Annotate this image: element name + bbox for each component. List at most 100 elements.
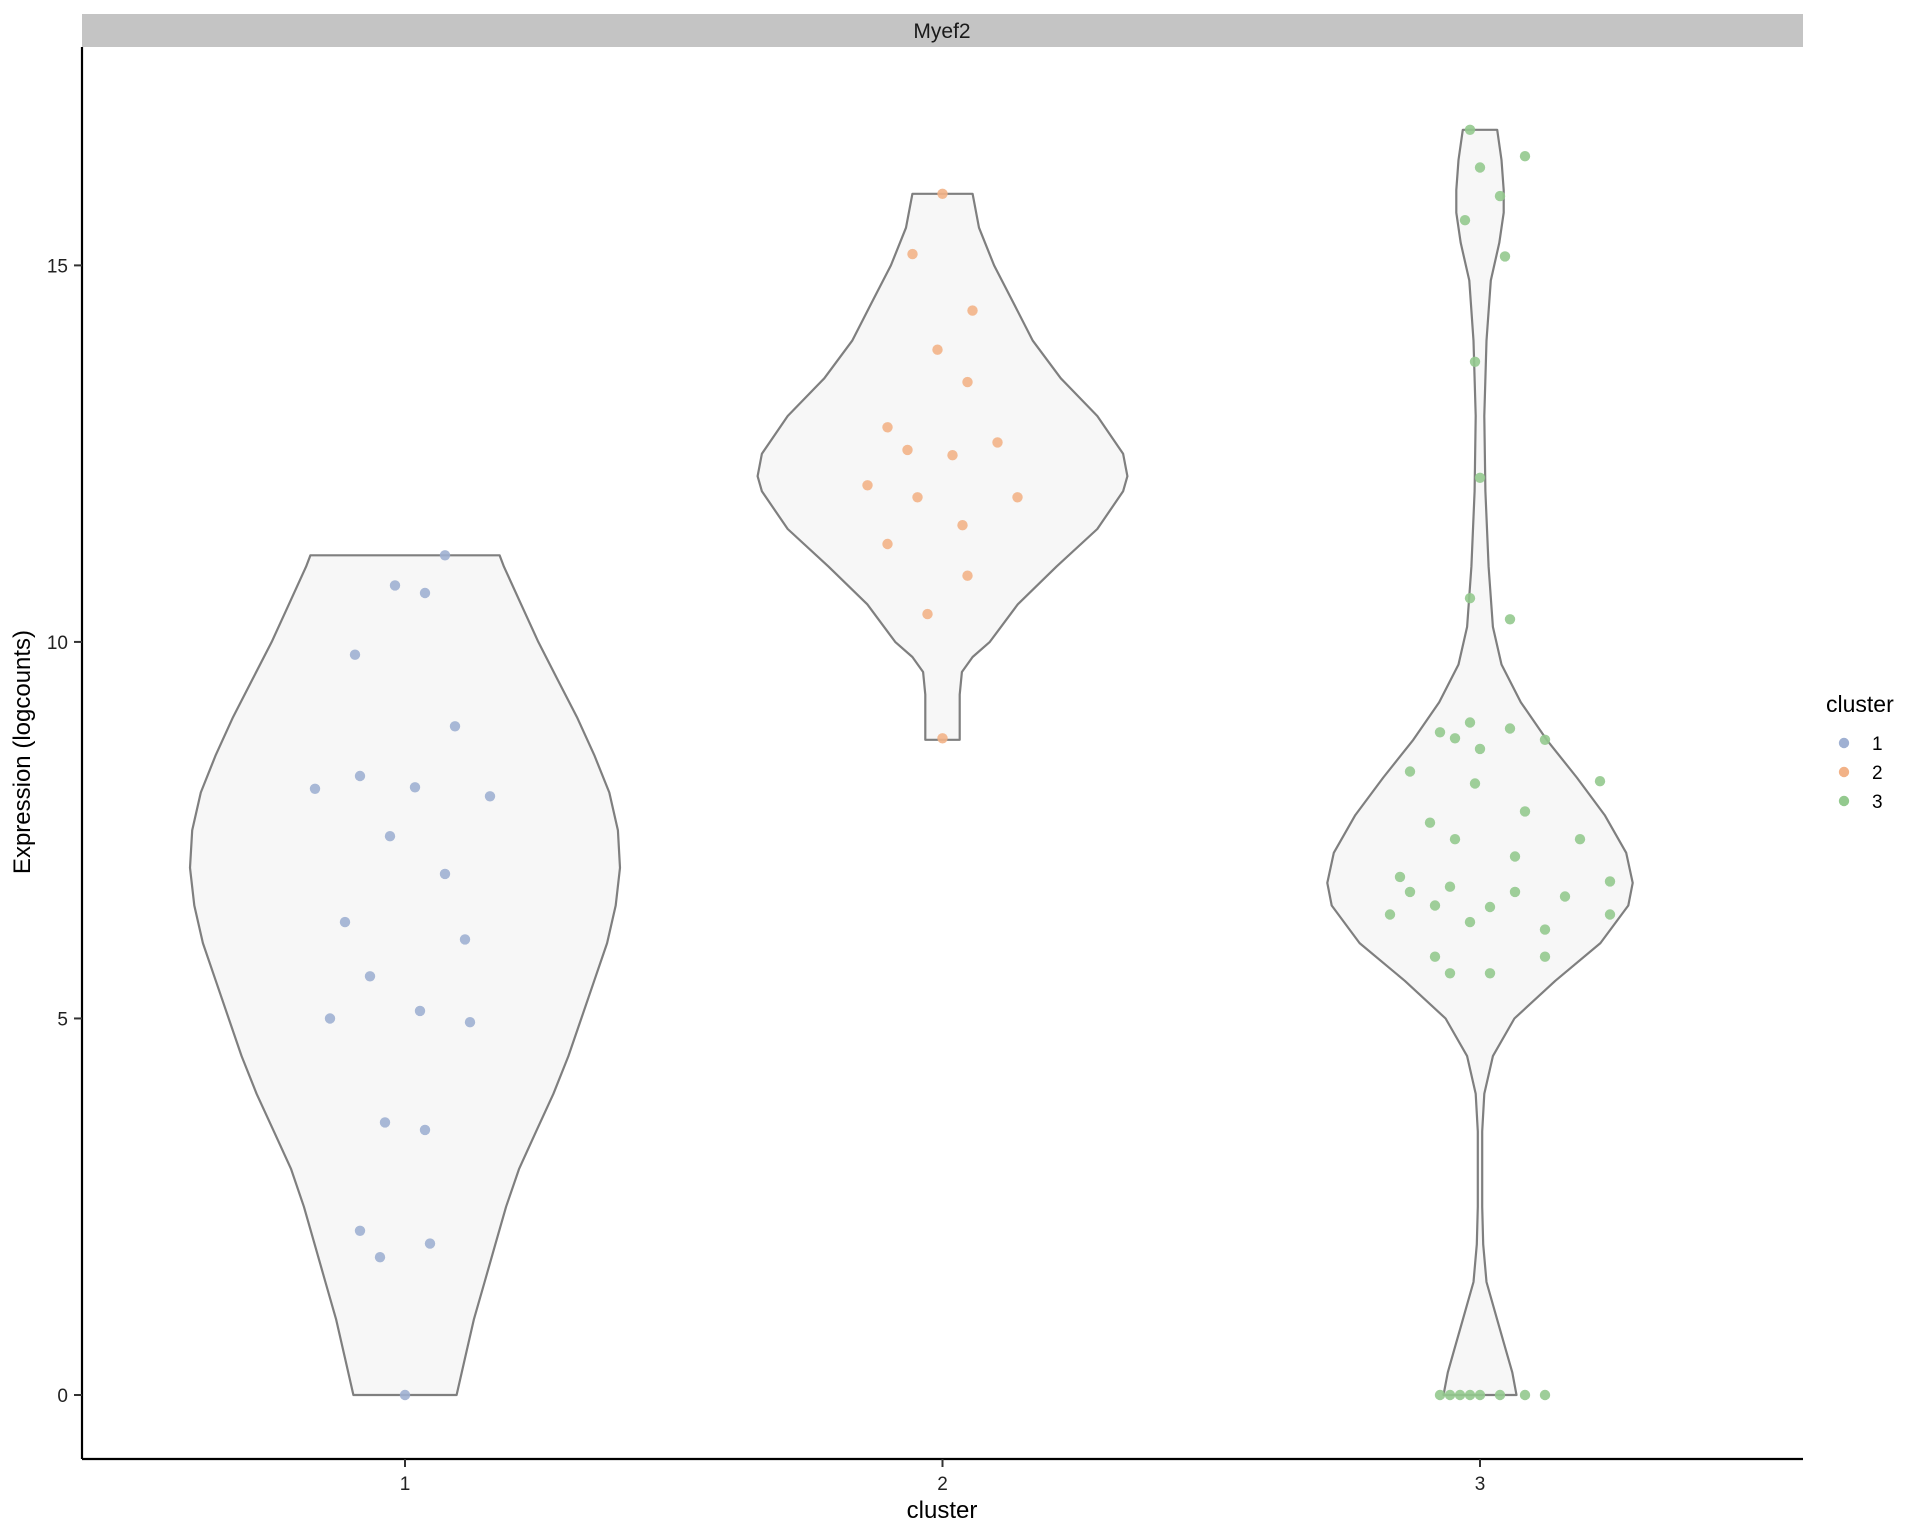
point-cluster-3-36: [1519, 806, 1531, 817]
point-cluster-3-40: [1539, 924, 1551, 935]
point-cluster-3-43: [1559, 891, 1571, 902]
point-cluster-2-10: [947, 450, 958, 461]
legend-label-2: 2: [1872, 763, 1883, 784]
point-cluster-1-11: [399, 1389, 411, 1401]
point-cluster-3-33: [1504, 723, 1516, 734]
legend-key-1: [1838, 737, 1850, 749]
point-cluster-2-8: [937, 733, 948, 744]
x-tick-label-3: 3: [1475, 1474, 1486, 1495]
x-tick-label-1: 1: [400, 1474, 411, 1495]
point-cluster-1-12: [409, 782, 421, 793]
point-cluster-1-9: [384, 831, 396, 842]
point-cluster-1-17: [439, 868, 451, 880]
point-cluster-2-13: [962, 570, 973, 581]
point-cluster-3-2: [1404, 886, 1416, 898]
violin-cluster-2: [756, 192, 1129, 741]
point-cluster-2-11: [957, 520, 968, 531]
point-cluster-1-19: [449, 721, 461, 732]
point-cluster-1-18: [439, 550, 451, 561]
legend-title: cluster: [1826, 691, 1894, 717]
point-cluster-3-26: [1474, 1389, 1486, 1401]
point-cluster-3-46: [1604, 876, 1616, 887]
x-ticks: 1 2 3: [400, 1459, 1486, 1495]
point-cluster-2-9: [937, 188, 948, 199]
point-cluster-2-2: [882, 422, 893, 433]
point-cluster-3-17: [1464, 593, 1476, 604]
point-cluster-3-24: [1474, 472, 1486, 483]
point-cluster-1-5: [354, 1225, 366, 1237]
point-cluster-3-19: [1464, 916, 1476, 928]
violins-layer: [188, 128, 1634, 1397]
violin-cluster-3: [1326, 128, 1634, 1397]
point-cluster-1-4: [354, 770, 366, 782]
point-cluster-3-18: [1464, 717, 1476, 728]
point-cluster-3-3: [1404, 766, 1416, 777]
point-cluster-3-35: [1509, 851, 1521, 862]
facet-title: Myef2: [913, 20, 970, 43]
facet-strip: [82, 14, 1803, 47]
point-cluster-3-38: [1519, 151, 1531, 162]
violin-cluster-1: [188, 554, 622, 1397]
point-cluster-3-14: [1454, 1389, 1466, 1401]
point-cluster-3-44: [1574, 834, 1586, 845]
point-cluster-1-22: [484, 791, 496, 802]
point-cluster-3-0: [1384, 909, 1396, 920]
point-cluster-3-7: [1434, 727, 1446, 738]
point-cluster-1-7: [374, 1252, 386, 1263]
point-cluster-3-42: [1539, 1389, 1551, 1401]
point-cluster-2-1: [882, 538, 893, 550]
legend-label-3: 3: [1872, 792, 1883, 813]
point-cluster-1-1: [324, 1013, 336, 1024]
point-cluster-3-9: [1444, 968, 1456, 979]
point-cluster-3-37: [1519, 1389, 1531, 1401]
point-cluster-2-0: [862, 480, 873, 491]
point-cluster-1-8: [379, 1117, 391, 1128]
point-cluster-3-11: [1444, 881, 1456, 892]
point-cluster-1-15: [419, 587, 431, 599]
point-cluster-1-2: [339, 916, 351, 928]
x-axis-title: cluster: [907, 1497, 978, 1524]
point-cluster-3-47: [1604, 909, 1616, 920]
point-cluster-3-15: [1459, 215, 1471, 226]
point-cluster-1-20: [459, 934, 471, 945]
point-cluster-3-29: [1494, 1389, 1506, 1401]
y-tick-label-0: 0: [57, 1386, 68, 1407]
point-cluster-2-12: [962, 376, 973, 388]
point-cluster-2-6: [922, 608, 933, 620]
y-tick-label-10: 10: [47, 633, 68, 654]
point-cluster-3-20: [1464, 1389, 1476, 1401]
point-cluster-1-6: [364, 971, 376, 982]
point-cluster-2-5: [912, 492, 923, 503]
point-cluster-2-3: [902, 444, 913, 456]
point-cluster-1-10: [389, 580, 401, 591]
point-cluster-2-16: [1012, 492, 1023, 503]
point-cluster-2-15: [992, 437, 1003, 448]
point-cluster-2-4: [907, 248, 918, 260]
point-cluster-3-27: [1484, 901, 1496, 913]
point-cluster-3-13: [1449, 733, 1461, 744]
y-ticks: 0 5 10 15: [47, 256, 82, 1407]
point-cluster-3-5: [1429, 951, 1441, 962]
y-tick-label-15: 15: [47, 256, 68, 277]
point-cluster-3-31: [1499, 251, 1511, 262]
point-cluster-1-13: [414, 1005, 426, 1017]
point-cluster-2-14: [967, 305, 978, 316]
point-cluster-3-22: [1469, 356, 1481, 367]
point-cluster-3-28: [1484, 968, 1496, 979]
point-cluster-1-21: [464, 1017, 476, 1028]
point-cluster-1-3: [349, 649, 361, 660]
point-cluster-3-39: [1539, 734, 1551, 745]
point-cluster-2-7: [932, 344, 943, 355]
point-cluster-3-34: [1509, 886, 1521, 898]
point-cluster-3-25: [1474, 743, 1486, 755]
point-cluster-1-14: [419, 1124, 431, 1136]
point-cluster-3-10: [1444, 1389, 1456, 1401]
legend: cluster 1 2 3: [1826, 691, 1894, 813]
legend-items: 1 2 3: [1838, 734, 1883, 813]
point-cluster-3-4: [1424, 817, 1436, 828]
y-axis-title: Expression (logcounts): [9, 630, 36, 874]
point-cluster-3-32: [1504, 614, 1516, 625]
point-cluster-3-21: [1469, 778, 1481, 789]
x-tick-label-2: 2: [937, 1474, 948, 1495]
